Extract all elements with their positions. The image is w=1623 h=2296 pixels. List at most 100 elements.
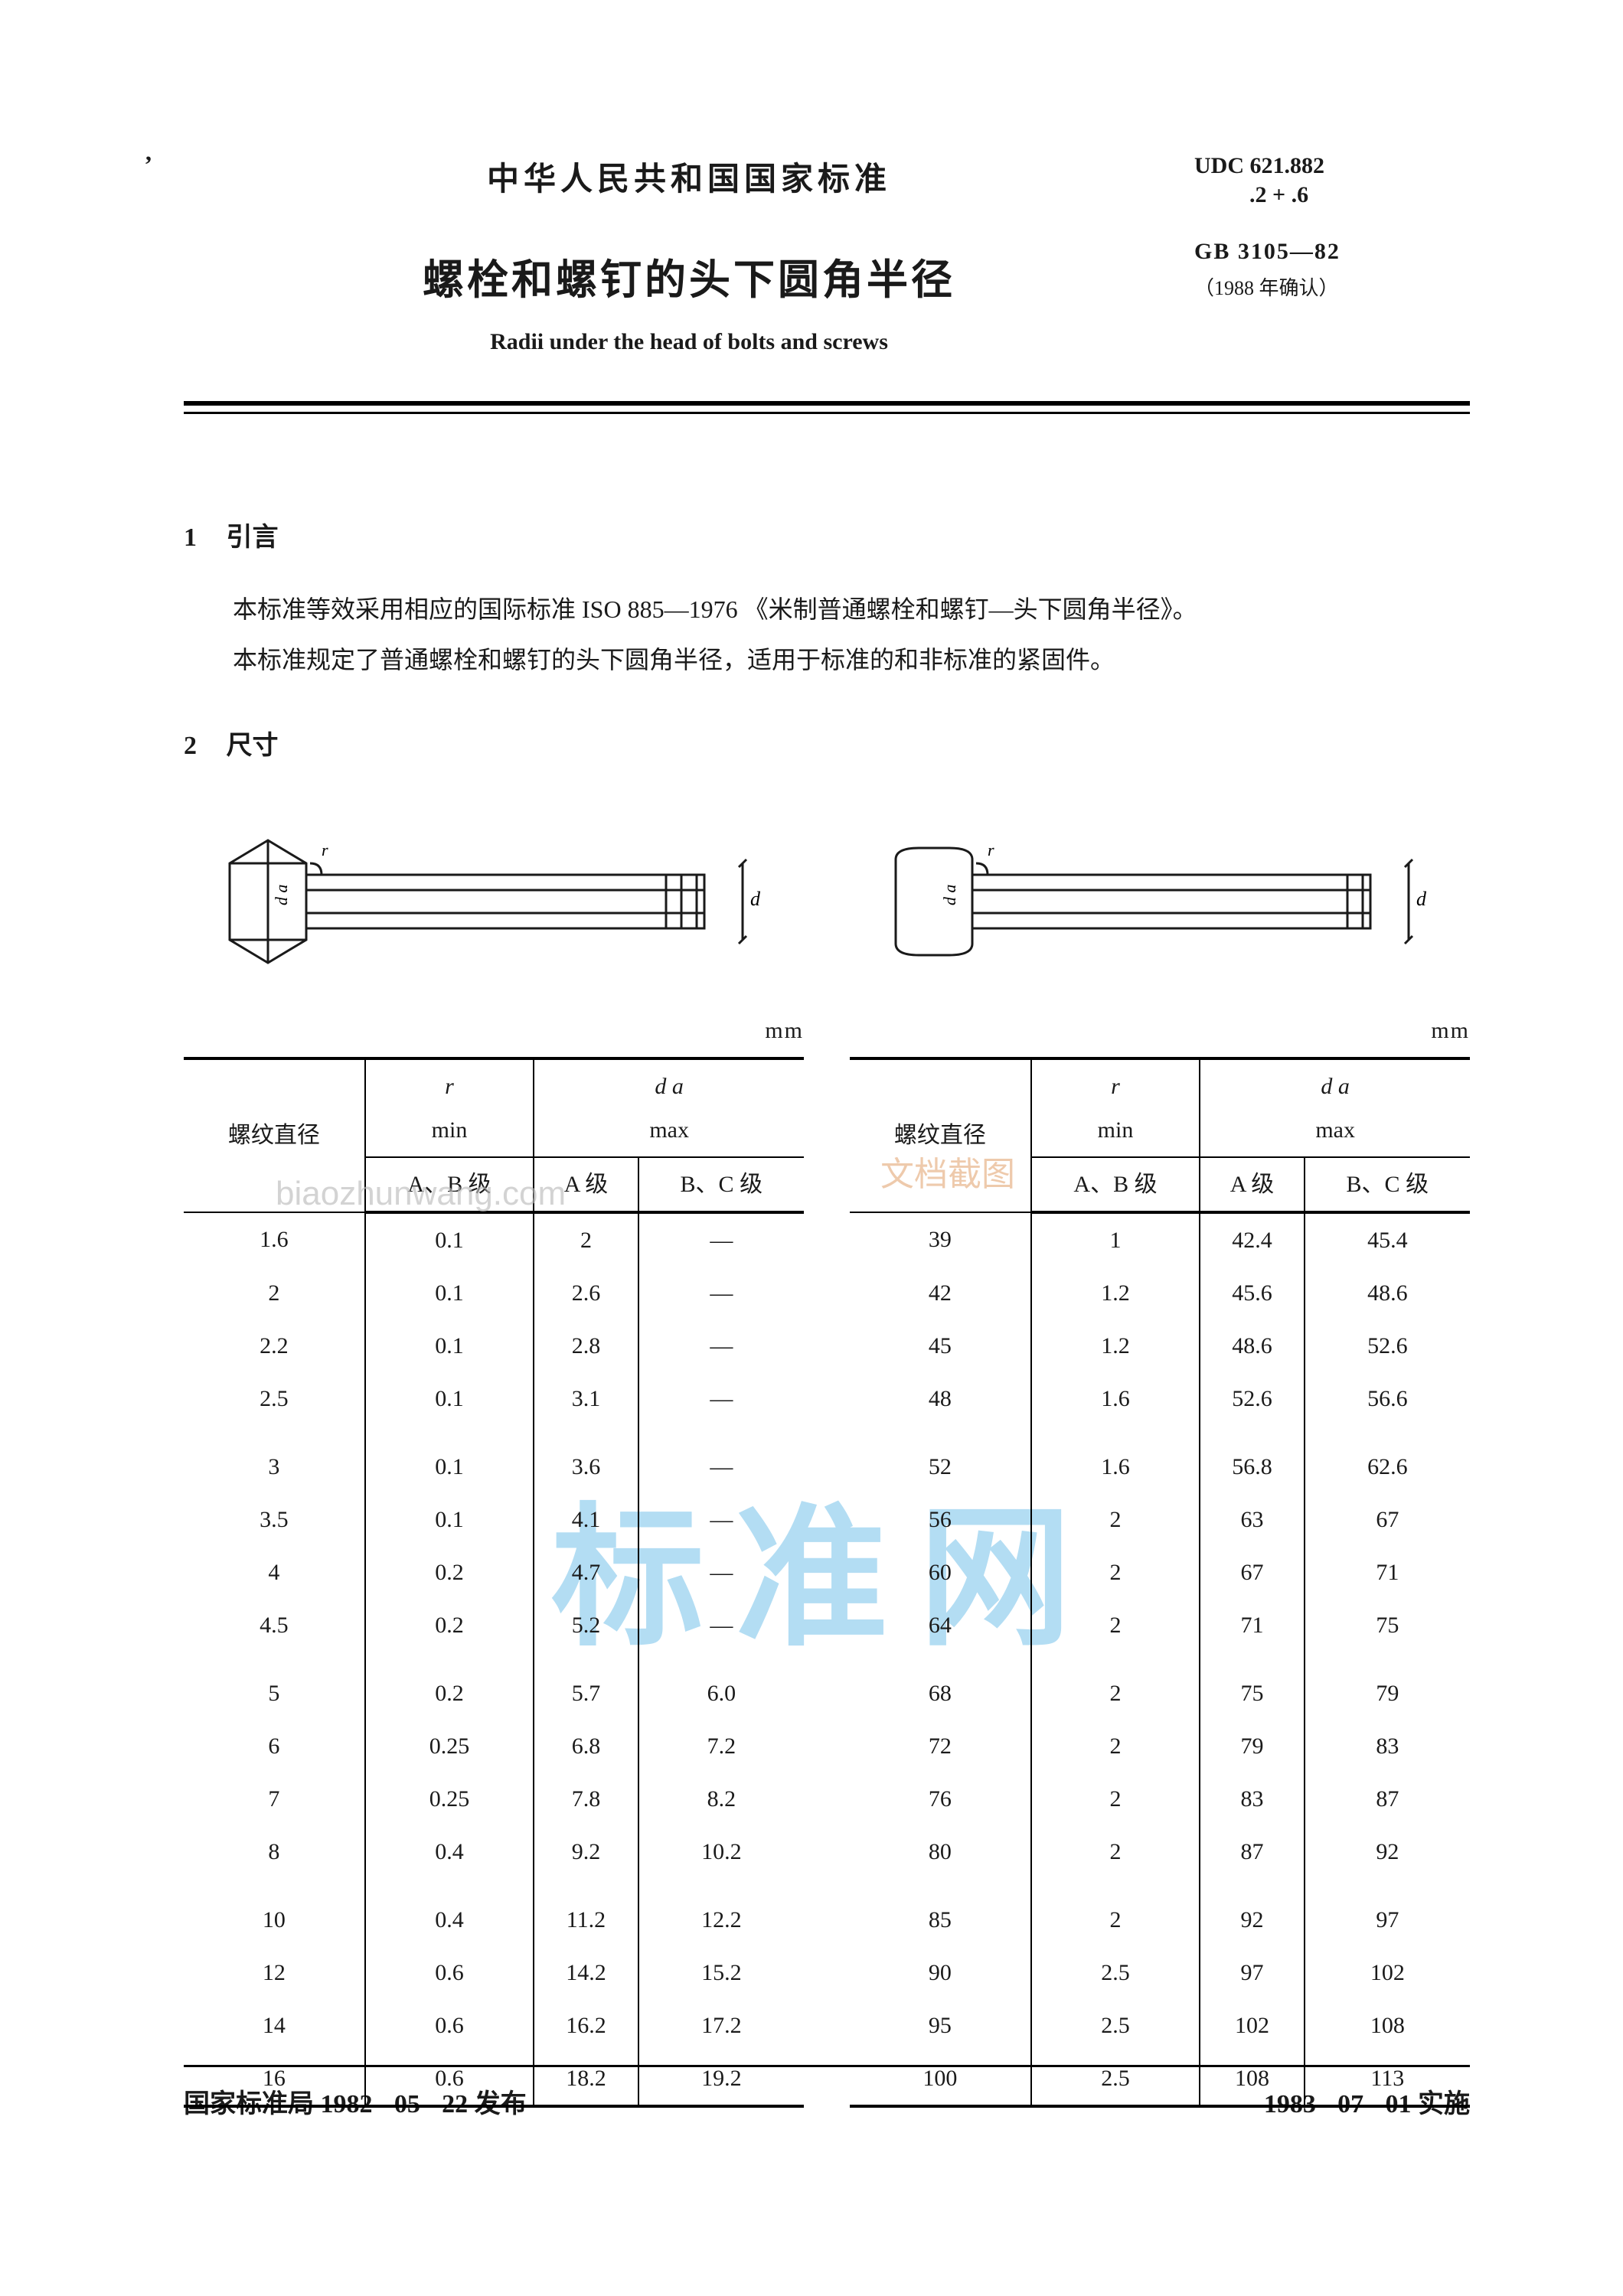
cell: 2.5 xyxy=(1031,2052,1200,2106)
table-row: 50.25.76.0 xyxy=(184,1667,804,1720)
cell: 67 xyxy=(1305,1493,1470,1546)
cell: 62.6 xyxy=(1305,1440,1470,1493)
udc-code-2: .2 + .6 xyxy=(1249,182,1470,208)
cell: 52.6 xyxy=(1305,1319,1470,1372)
table-row: 140.616.217.2 xyxy=(184,1999,804,2052)
right-table-wrap: 文档截图 mm 螺纹直径 rmin d amax A、B 级 A 级 xyxy=(850,1009,1470,2108)
cell: — xyxy=(638,1440,804,1493)
page: , 中华人民共和国国家标准 螺栓和螺钉的头下圆角半径 Radii under t… xyxy=(0,0,1623,2296)
cell: 2 xyxy=(1031,1773,1200,1825)
cell: 42.4 xyxy=(1200,1212,1304,1267)
content-area: 标准网 xyxy=(184,817,1470,2108)
sec-title: 引言 xyxy=(227,523,279,552)
cell: 0.1 xyxy=(365,1267,534,1319)
cell: 56 xyxy=(850,1493,1031,1546)
cell: 64 xyxy=(850,1599,1031,1652)
cell: 48 xyxy=(850,1372,1031,1425)
title-block: 中华人民共和国国家标准 螺栓和螺钉的头下圆角半径 Radii under the… xyxy=(184,153,1194,355)
cell: 83 xyxy=(1200,1773,1304,1825)
section-1-heading: 1 引言 xyxy=(184,514,1470,563)
table-row xyxy=(850,1425,1470,1440)
table-row: 40.24.7— xyxy=(184,1546,804,1599)
table-row: 952.5102108 xyxy=(850,1999,1470,2052)
table-row xyxy=(184,1878,804,1893)
table-row: 7628387 xyxy=(850,1773,1470,1825)
cell: 0.1 xyxy=(365,1493,534,1546)
cell: — xyxy=(638,1372,804,1425)
cell: 4.7 xyxy=(534,1546,638,1599)
round-bolt-diagram: d d a r xyxy=(865,817,1447,986)
cell: 2.8 xyxy=(534,1319,638,1372)
svg-text:d a: d a xyxy=(940,884,959,905)
confirm-year: （1988 年确认） xyxy=(1194,272,1470,301)
cell: 45.4 xyxy=(1305,1212,1470,1267)
cell: 2 xyxy=(1031,1720,1200,1773)
cell: 68 xyxy=(850,1667,1031,1720)
cell: 0.1 xyxy=(365,1440,534,1493)
cell: — xyxy=(638,1493,804,1546)
table-row: 39142.445.4 xyxy=(850,1212,1470,1267)
document-header: 中华人民共和国国家标准 螺栓和螺钉的头下圆角半径 Radii under the… xyxy=(184,153,1470,445)
para-1: 本标准等效采用相应的国际标准 ISO 885—1976 《米制普通螺栓和螺钉—头… xyxy=(184,586,1470,633)
table-row: 70.257.88.2 xyxy=(184,1773,804,1825)
cell: 102 xyxy=(1200,1999,1304,2052)
cell: 0.1 xyxy=(365,1372,534,1425)
cell: 1.6 xyxy=(184,1212,365,1267)
section-2-heading: 2 尺寸 xyxy=(184,722,1470,771)
cell: 1.2 xyxy=(1031,1319,1200,1372)
cell: 48.6 xyxy=(1305,1267,1470,1319)
cell: 2.5 xyxy=(1031,1946,1200,1999)
table-row: 8529297 xyxy=(850,1893,1470,1946)
cell: 0.6 xyxy=(365,1946,534,1999)
cell: 19.2 xyxy=(638,2052,804,2106)
cell: 6.8 xyxy=(534,1720,638,1773)
cell: 3.5 xyxy=(184,1493,365,1546)
th-ab: A、B 级 xyxy=(365,1157,534,1212)
cell: 100 xyxy=(850,2052,1031,2106)
section-2: 2 尺寸 标准网 xyxy=(184,722,1470,2108)
header-rule xyxy=(184,401,1470,414)
cell: 2 xyxy=(534,1212,638,1267)
cell: 45 xyxy=(850,1319,1031,1372)
th-da: d amax xyxy=(534,1058,804,1157)
cell: 0.4 xyxy=(365,1893,534,1946)
cell: 16 xyxy=(184,2052,365,2106)
cell: 2 xyxy=(184,1267,365,1319)
diagram-row: d d a r xyxy=(184,817,1470,986)
cell: 87 xyxy=(1200,1825,1304,1878)
cell: 7.8 xyxy=(534,1773,638,1825)
hex-bolt-diagram: d d a r xyxy=(207,817,789,986)
svg-text:r: r xyxy=(988,840,994,859)
cell: 56.6 xyxy=(1305,1372,1470,1425)
cell: — xyxy=(638,1319,804,1372)
cell: 5.7 xyxy=(534,1667,638,1720)
cell: 79 xyxy=(1200,1720,1304,1773)
left-table: 螺纹直径 rmin d amax A、B 级 A 级 B、C 级 1.60.12… xyxy=(184,1057,804,2108)
table-row: 8028792 xyxy=(850,1825,1470,1878)
th-ab-r: A、B 级 xyxy=(1031,1157,1200,1212)
cell: 0.4 xyxy=(365,1825,534,1878)
th-r-r: rmin xyxy=(1031,1058,1200,1157)
cell: 8 xyxy=(184,1825,365,1878)
th-da-r: d amax xyxy=(1200,1058,1470,1157)
table-row: 6427175 xyxy=(850,1599,1470,1652)
cell: 2 xyxy=(1031,1599,1200,1652)
doc-meta: UDC 621.882 .2 + .6 GB 3105—82 （1988 年确认… xyxy=(1194,153,1470,301)
cell: 1.6 xyxy=(1031,1372,1200,1425)
th-a: A 级 xyxy=(534,1157,638,1212)
cell: 45.6 xyxy=(1200,1267,1304,1319)
table-row: 30.13.6— xyxy=(184,1440,804,1493)
cell: 2 xyxy=(1031,1893,1200,1946)
left-table-wrap: biaozhunwang.com mm 螺纹直径 rmin d amax A、B… xyxy=(184,1009,804,2108)
cell: 11.2 xyxy=(534,1893,638,1946)
table-row: 421.245.648.6 xyxy=(850,1267,1470,1319)
cell: 9.2 xyxy=(534,1825,638,1878)
para-2: 本标准规定了普通螺栓和螺钉的头下圆角半径，适用于标准的和非标准的紧固件。 xyxy=(184,637,1470,683)
cell: 60 xyxy=(850,1546,1031,1599)
th-a-r: A 级 xyxy=(1200,1157,1304,1212)
table-row xyxy=(850,1878,1470,1893)
cell: 0.2 xyxy=(365,1599,534,1652)
table-row: 6026771 xyxy=(850,1546,1470,1599)
cell: 2 xyxy=(1031,1667,1200,1720)
table-row: 4.50.25.2— xyxy=(184,1599,804,1652)
